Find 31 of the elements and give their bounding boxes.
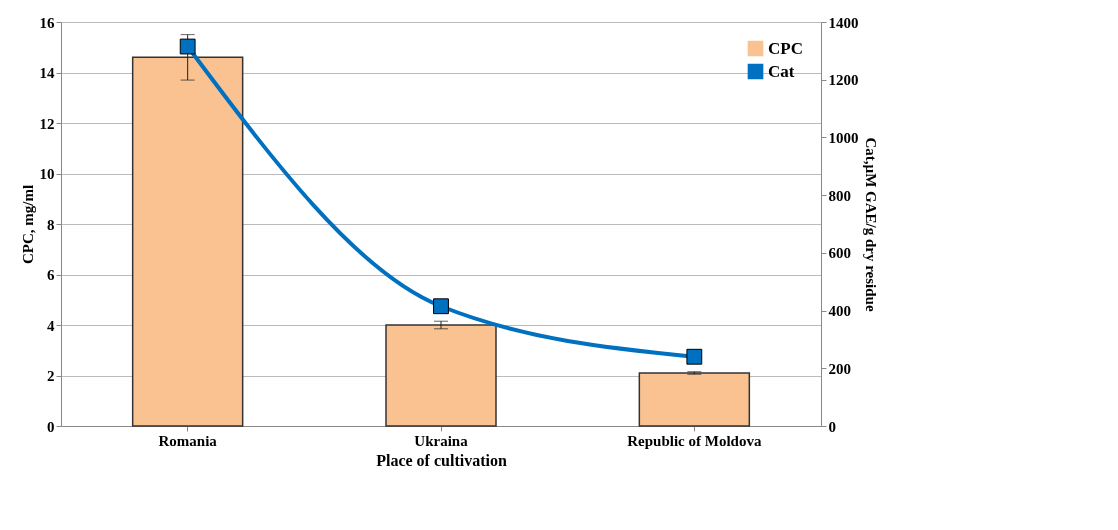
y2-tick-label: 200	[828, 360, 851, 377]
y2-tick-label: 0	[828, 418, 836, 435]
point	[433, 298, 449, 315]
y-tick-label: 4	[47, 317, 55, 334]
y-tick-label: 0	[47, 418, 55, 435]
y2-tick-label: 400	[828, 303, 851, 320]
y-tick-label: 14	[39, 65, 55, 81]
x-tick-label: Ukraina	[414, 432, 469, 449]
bar	[131, 56, 244, 427]
legend-label: CPC	[768, 38, 803, 58]
y-tick-label: 8	[47, 216, 55, 233]
y-tick-label: 12	[39, 115, 55, 132]
bar	[638, 372, 751, 427]
y2-tick-label: 1400	[828, 14, 859, 31]
bar	[385, 324, 497, 427]
x-tick-label: Republic of Moldova	[627, 432, 762, 449]
point	[686, 348, 703, 365]
point	[179, 38, 196, 55]
y-tick-label: 10	[39, 166, 55, 182]
legend-label: Cat	[768, 61, 795, 81]
y-tick-label: 16	[39, 14, 55, 31]
y2-axis-title: Cat,µM GAE/g dry residue	[862, 137, 879, 312]
x-axis-title: Place of cultivation	[376, 451, 507, 469]
y-tick-label: 2	[47, 368, 55, 384]
y2-tick-label: 600	[828, 245, 851, 262]
y-axis-title: CPC, mg/ml	[19, 184, 36, 265]
y2-tick-label: 800	[828, 187, 851, 204]
y-tick-label: 6	[47, 267, 55, 283]
y2-tick-label: 1200	[828, 72, 859, 89]
y2-tick-label: 1000	[828, 129, 859, 146]
x-tick-label: Romania	[158, 432, 218, 449]
